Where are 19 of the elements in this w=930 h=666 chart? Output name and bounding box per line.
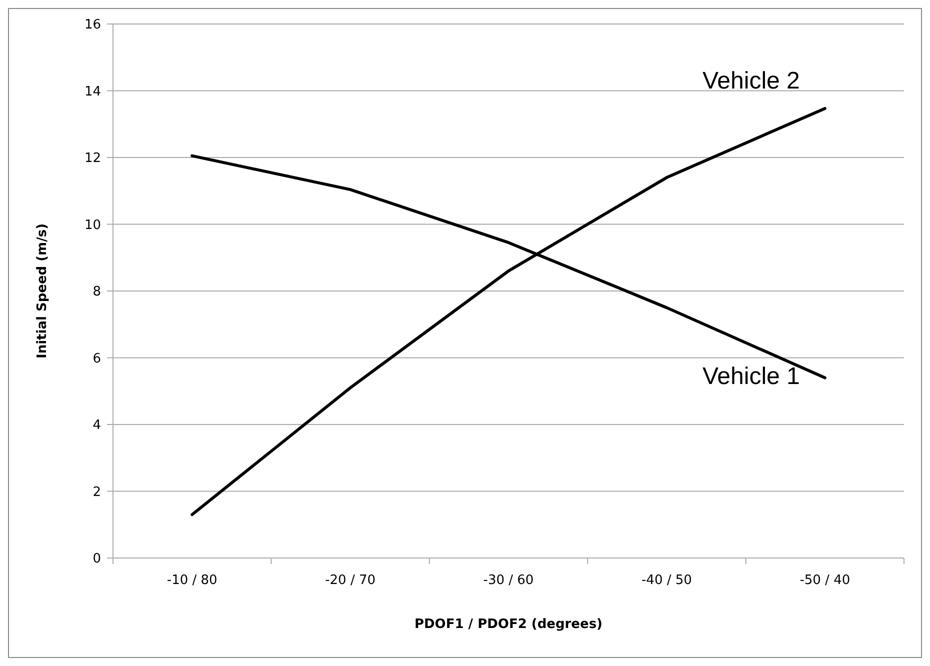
y-tick-label: 0 xyxy=(92,552,101,567)
series-label: Vehicle 1 xyxy=(702,362,800,390)
x-tick-label: -10 / 80 xyxy=(166,573,218,588)
series-label: Vehicle 2 xyxy=(702,67,800,94)
x-axis-title: PDOF1 / PDOF2 (degrees) xyxy=(414,617,603,632)
x-tick-label: -30 / 60 xyxy=(483,573,534,588)
y-tick-label: 10 xyxy=(84,218,101,233)
y-tick-label: 12 xyxy=(84,151,101,166)
x-tick-label: -20 / 70 xyxy=(325,573,376,588)
y-tick-label: 4 xyxy=(92,418,101,434)
y-tick-label: 8 xyxy=(92,284,101,300)
x-tick-label: -50 / 40 xyxy=(800,573,850,588)
y-tick-label: 6 xyxy=(92,351,101,366)
y-axis-title: Initial Speed (m/s) xyxy=(35,223,50,359)
y-tick-label: 2 xyxy=(92,484,101,500)
y-tick-label: 16 xyxy=(84,18,101,33)
y-tick-label: 14 xyxy=(84,84,101,100)
x-tick-label: -40 / 50 xyxy=(641,573,692,588)
line-series xyxy=(190,106,826,516)
